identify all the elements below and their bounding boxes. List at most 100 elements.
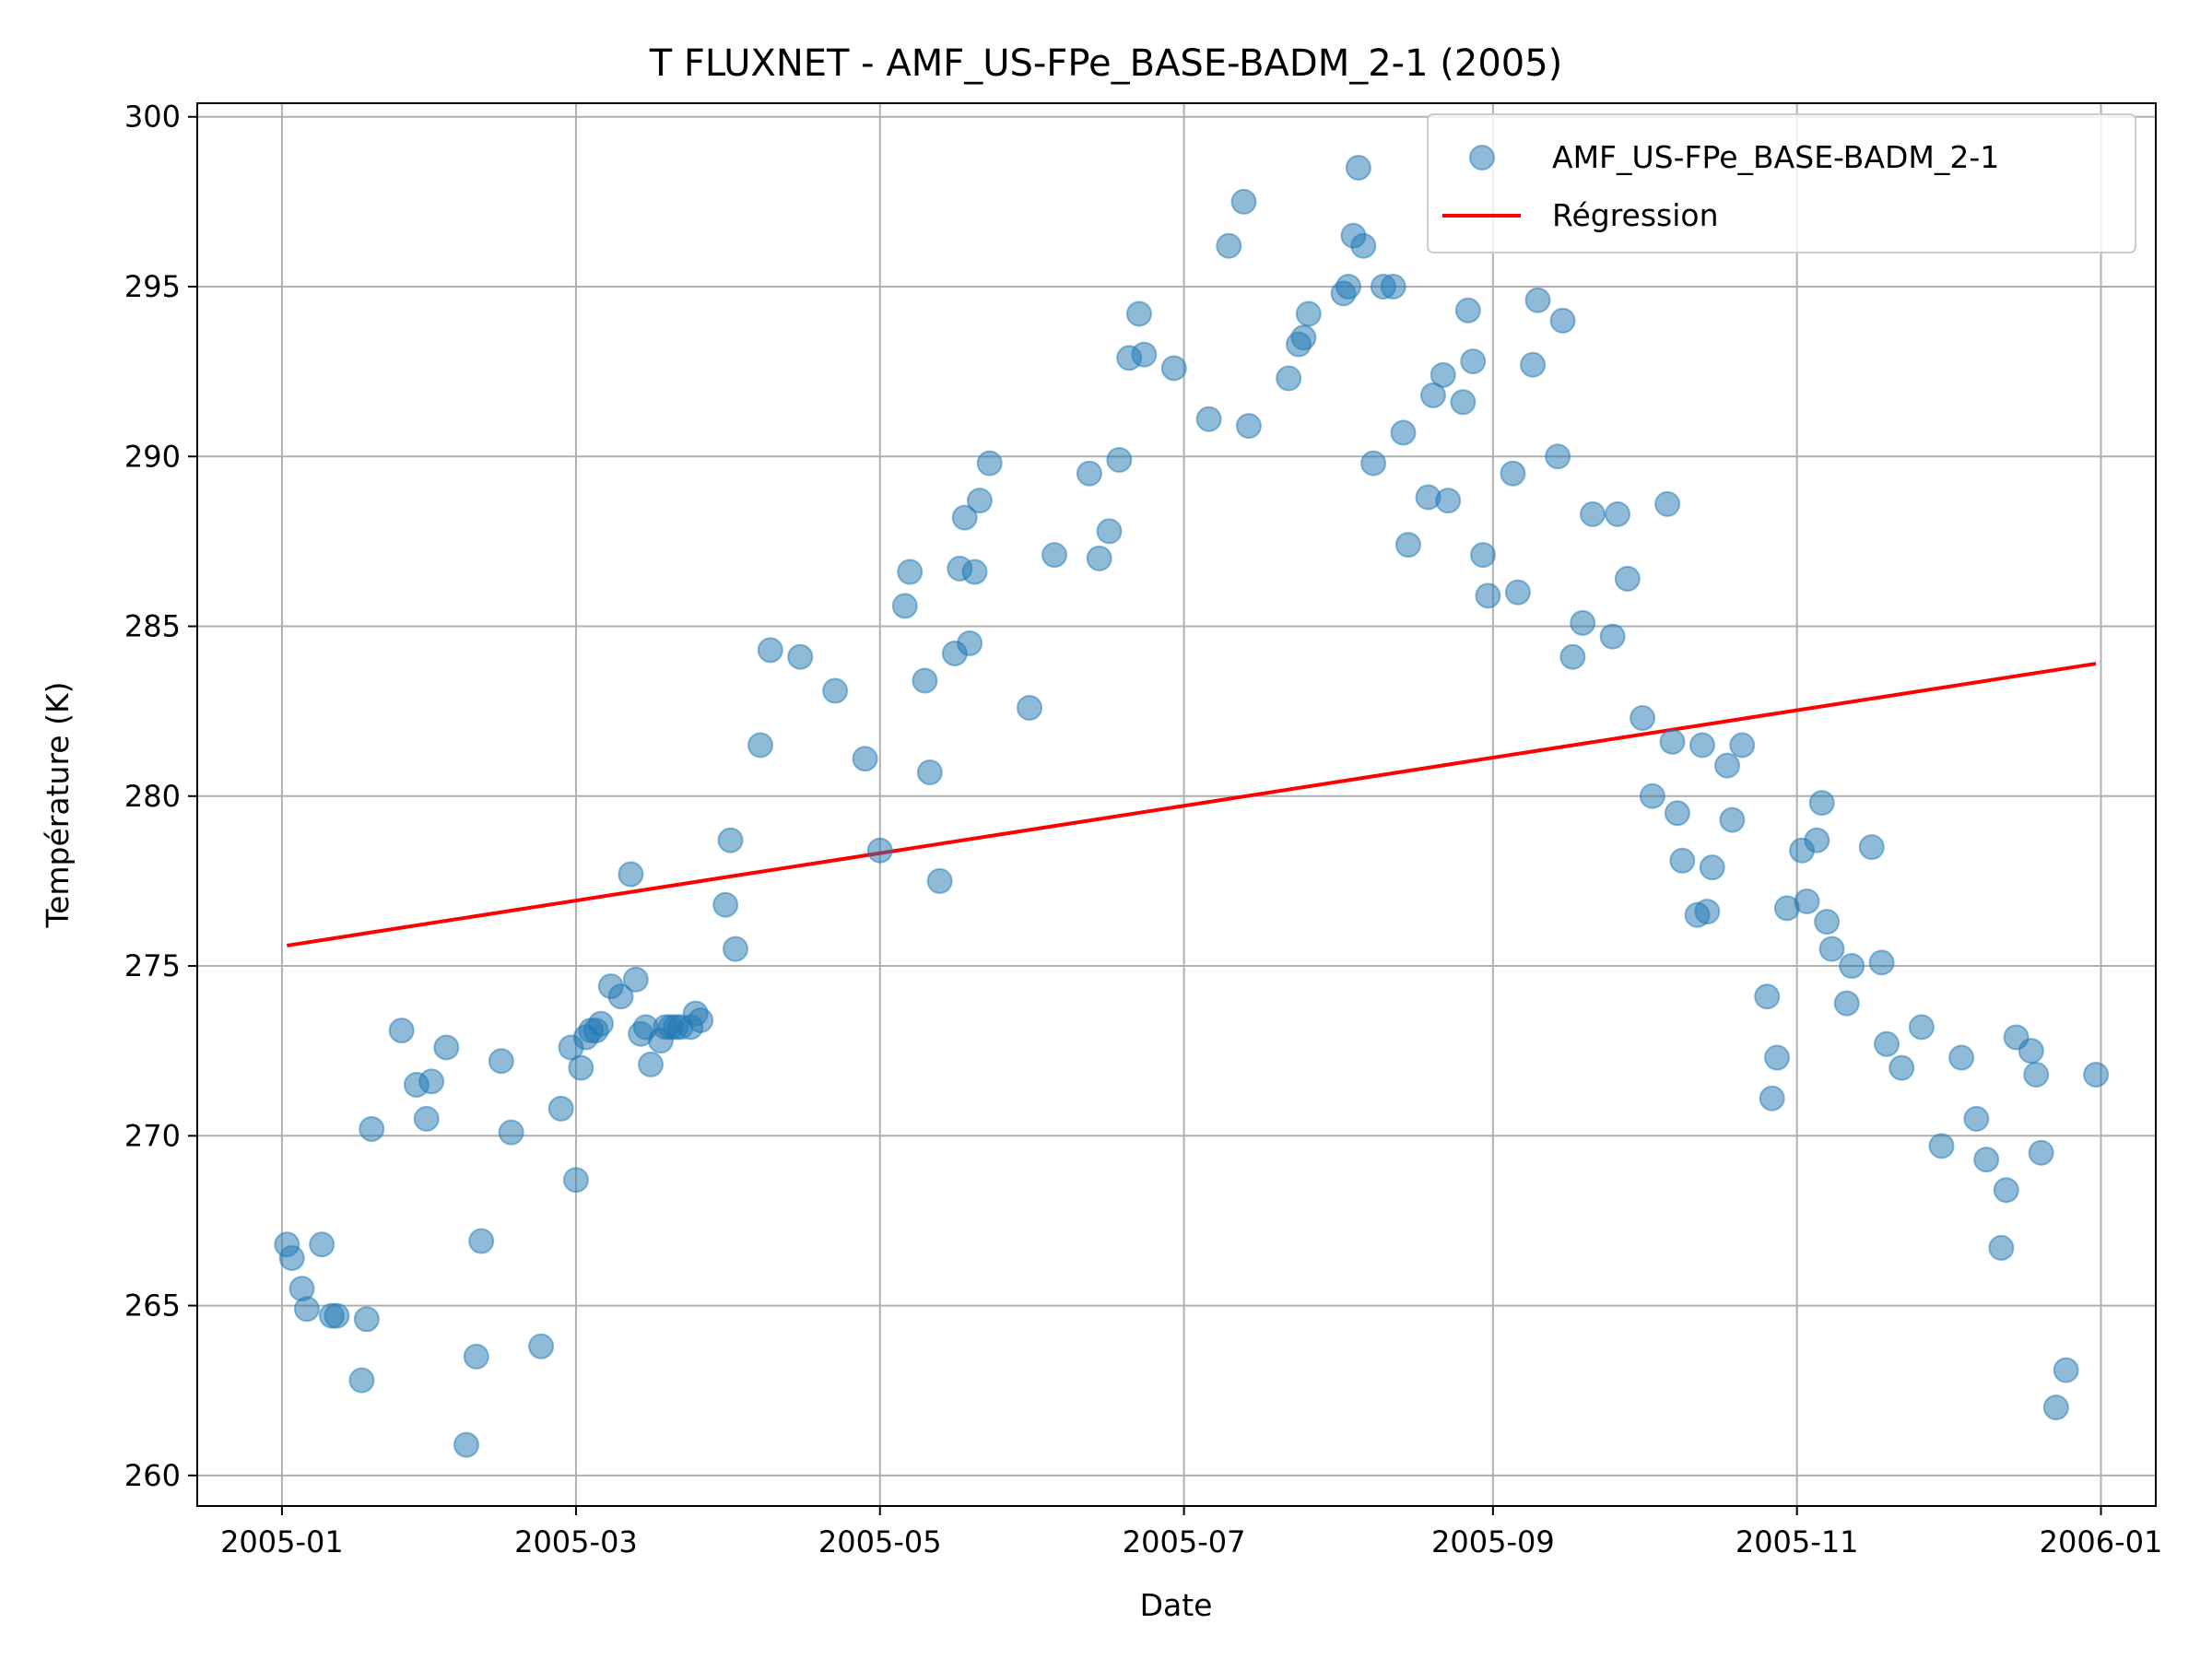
- y-tick-label: 280: [124, 779, 181, 814]
- data-point: [498, 1119, 524, 1146]
- x-tick-label: 2005-01: [220, 1524, 344, 1559]
- data-point: [1131, 341, 1158, 368]
- data-point: [1106, 446, 1133, 473]
- data-point: [1963, 1105, 1990, 1132]
- data-point: [1520, 351, 1547, 378]
- data-point: [463, 1343, 489, 1370]
- data-point: [1235, 413, 1262, 440]
- regression-line: [287, 662, 2097, 947]
- data-point: [1858, 834, 1885, 861]
- data-point: [1988, 1234, 2015, 1261]
- data-point: [1559, 643, 1586, 670]
- data-point: [278, 1244, 305, 1271]
- data-point: [1041, 542, 1068, 569]
- legend-label-regression: Régression: [1552, 197, 1719, 233]
- x-axis-ticks: 2005-01 2005-03 2005-05 2005-07 2005-09 2005-…: [220, 1506, 2162, 1559]
- data-point: [897, 559, 924, 585]
- data-point: [1839, 953, 1865, 980]
- x-tick-label: 2005-07: [1123, 1524, 1246, 1559]
- data-point: [1868, 949, 1895, 976]
- data-point: [1335, 274, 1362, 300]
- data-point: [293, 1296, 320, 1323]
- data-point: [787, 643, 814, 670]
- data-point: [1818, 935, 1845, 962]
- data-point: [1973, 1147, 2000, 1173]
- y-tick-label: 295: [124, 269, 181, 304]
- data-point: [1814, 909, 1841, 935]
- data-point: [961, 559, 988, 585]
- data-point: [1928, 1133, 1955, 1159]
- data-point: [1295, 300, 1322, 327]
- data-point: [1450, 389, 1477, 416]
- data-point: [1605, 500, 1631, 527]
- data-point: [433, 1034, 460, 1061]
- data-point: [1360, 450, 1387, 477]
- regression-layer: [287, 662, 2097, 947]
- data-point: [1808, 790, 1835, 817]
- data-point: [418, 1068, 445, 1095]
- data-point: [1394, 532, 1421, 559]
- data-point: [1654, 490, 1681, 517]
- data-point: [1888, 1054, 1915, 1081]
- data-point: [1504, 579, 1531, 606]
- data-point: [1694, 899, 1721, 925]
- data-point: [1794, 888, 1820, 915]
- data-point: [324, 1302, 350, 1329]
- data-point: [891, 593, 918, 619]
- data-point: [1195, 406, 1222, 432]
- data-point: [1764, 1044, 1791, 1071]
- y-tick-label: 275: [124, 948, 181, 983]
- data-point: [309, 1231, 335, 1258]
- chart-title: T FLUXNET - AMF_US-FPe_BASE-BADM_2-1 (20…: [649, 42, 1563, 85]
- data-point: [1639, 782, 1665, 809]
- data-point: [688, 1007, 714, 1034]
- y-axis-label: Température (K): [40, 682, 76, 929]
- data-point: [1719, 806, 1746, 833]
- data-point: [926, 867, 953, 894]
- data-point: [1350, 232, 1377, 259]
- data-point: [852, 746, 878, 772]
- data-point: [453, 1431, 479, 1458]
- data-point: [1380, 274, 1406, 300]
- data-point: [1419, 382, 1446, 408]
- data-point: [1908, 1014, 1935, 1041]
- y-tick-label: 300: [124, 100, 181, 135]
- data-point: [1086, 545, 1112, 571]
- data-point: [1729, 732, 1756, 759]
- y-axis-ticks: 260 265 270 275 280 285 290 295 300: [124, 100, 197, 1493]
- y-tick-label: 290: [124, 439, 181, 474]
- data-point: [2018, 1038, 2044, 1065]
- data-point: [2023, 1061, 2050, 1088]
- y-tick-label: 270: [124, 1118, 181, 1153]
- data-point: [1993, 1177, 2019, 1204]
- x-tick-label: 2005-05: [818, 1524, 942, 1559]
- data-point: [957, 629, 983, 656]
- x-tick-label: 2005-11: [1735, 1524, 1859, 1559]
- data-point: [1599, 623, 1626, 650]
- x-tick-label: 2006-01: [2040, 1524, 2163, 1559]
- data-point: [712, 891, 739, 918]
- data-point: [1076, 460, 1102, 487]
- data-point: [2042, 1394, 2069, 1421]
- data-point: [1016, 694, 1042, 721]
- data-point: [1579, 500, 1606, 527]
- data-point: [1290, 324, 1317, 351]
- data-point: [1545, 443, 1571, 470]
- data-point: [528, 1333, 555, 1359]
- data-point: [1659, 728, 1686, 755]
- data-point: [359, 1115, 385, 1142]
- data-point: [1390, 419, 1417, 446]
- data-point: [388, 1018, 415, 1044]
- data-point: [1948, 1044, 1975, 1071]
- data-point: [353, 1306, 380, 1333]
- data-point: [1549, 307, 1576, 334]
- data-point: [976, 450, 1003, 477]
- data-point: [1688, 732, 1715, 759]
- data-point: [1470, 542, 1497, 569]
- data-point: [607, 983, 634, 1010]
- data-point: [1524, 287, 1551, 313]
- x-axis-label: Date: [1140, 1587, 1213, 1623]
- legend: AMF_US-FPe_BASE-BADM_2-1 Régression: [1427, 113, 2136, 253]
- data-point: [1216, 232, 1242, 259]
